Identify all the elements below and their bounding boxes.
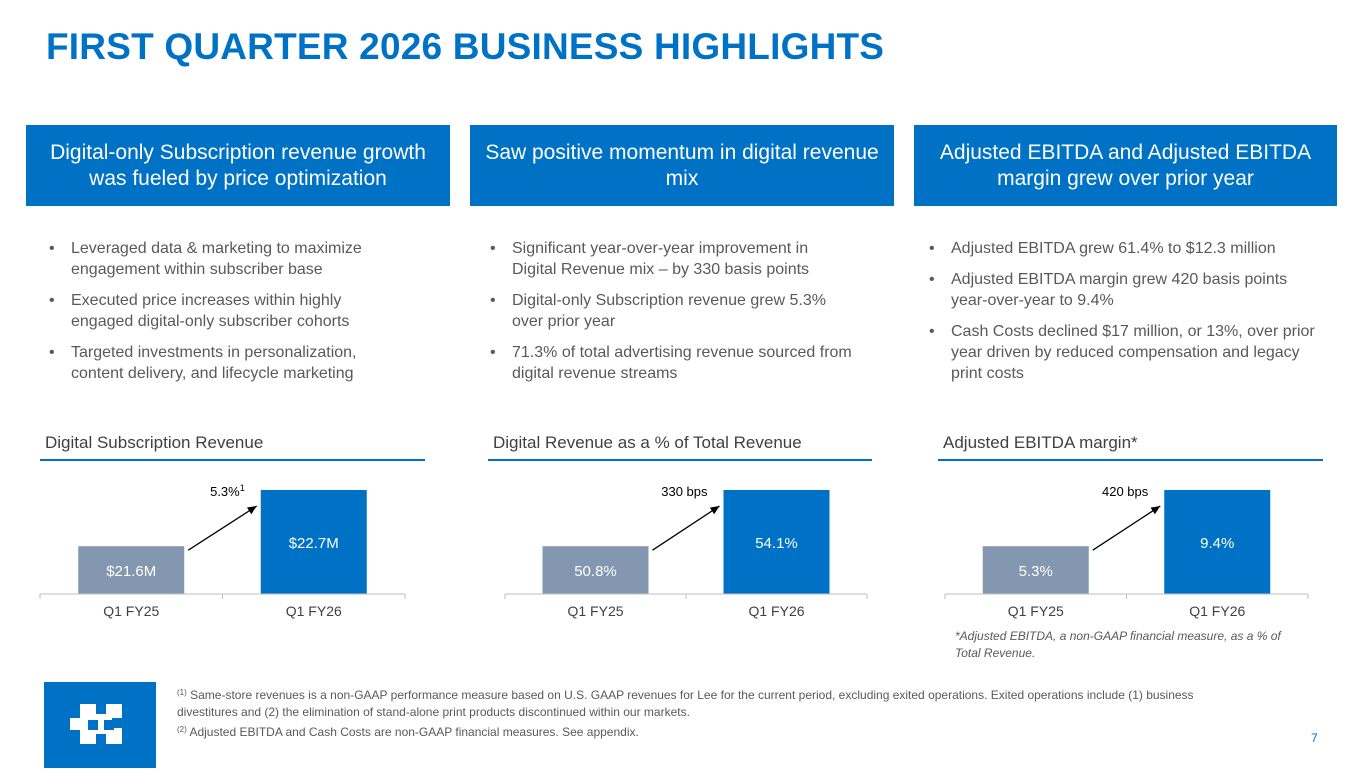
highlight-header-ebitda: Adjusted EBITDA and Adjusted EBITDA marg… (914, 125, 1337, 206)
bullet-list-digital-mix: • Significant year-over-year improvement … (486, 238, 856, 394)
bar-q1-fy26 (1164, 490, 1271, 594)
x-tick-label: Q1 FY26 (1189, 603, 1245, 619)
bar-q1-fy25 (78, 546, 185, 594)
growth-annotation: 5.3%1 (210, 483, 245, 499)
growth-arrow-line (187, 505, 258, 551)
growth-annotation: 330 bps (661, 484, 708, 499)
chart-title-rule (938, 459, 1323, 461)
highlight-header-digital-mix: Saw positive momentum in digital revenue… (470, 125, 894, 206)
bar-value-label: 54.1% (755, 535, 798, 552)
x-tick-label: Q1 FY26 (286, 603, 342, 619)
bar-q1-fy26 (723, 490, 830, 594)
growth-annotation-footnote-marker: 1 (240, 483, 245, 493)
bar-value-label: 50.8% (574, 563, 617, 580)
highlight-header-subscription: Digital-only Subscription revenue growth… (26, 125, 450, 206)
list-item: • Adjusted EBITDA margin grew 420 basis p… (929, 271, 1288, 309)
page-title: FIRST QUARTER 2026 BUSINESS HIGHLIGHTS (46, 26, 885, 67)
x-tick-label: Q1 FY25 (1008, 603, 1064, 619)
list-item: • Cash Costs declined $17 million, or 13%… (929, 323, 1315, 382)
list-item: • Targeted investments in personalization… (49, 344, 357, 382)
bar-q1-fy25 (982, 546, 1089, 594)
list-item: • Leveraged data & marketing to maximize … (49, 240, 362, 278)
x-tick-label: Q1 FY25 (567, 603, 623, 619)
chart-title-ebitda: Adjusted EBITDA margin* (943, 433, 1138, 452)
chart-title-digital-mix: Digital Revenue as a % of Total Revenue (493, 433, 802, 452)
list-item: • 71.3% of total advertising revenue sour… (490, 344, 852, 382)
page-number: 7 (1311, 731, 1318, 745)
bar-chart-ebitda: 5.3% Q1 FY25 9.4% Q1 FY26 420 bps (944, 484, 1309, 619)
bar-chart-subscription: $21.6M Q1 FY25 $22.7M Q1 FY26 5.3%1 (39, 483, 406, 619)
footnote-2: (2) Adjusted EBITDA and Cash Costs are n… (177, 725, 639, 739)
chart-title-rule (40, 459, 425, 461)
bullet-list-ebitda: • Adjusted EBITDA grew 61.4% to $12.3 mil… (925, 238, 1320, 394)
list-item: • Adjusted EBITDA grew 61.4% to $12.3 mil… (929, 240, 1276, 257)
list-item: • Significant year-over-year improvement … (490, 240, 810, 278)
growth-arrow-head (709, 506, 720, 515)
growth-arrow-line (652, 505, 720, 551)
bar-chart-digital-mix: 50.8% Q1 FY25 54.1% Q1 FY26 330 bps (504, 484, 868, 619)
bar-q1-fy26 (260, 490, 367, 594)
x-tick-label: Q1 FY26 (748, 603, 804, 619)
footnote-1: (1) Same-store revenues is a non-GAAP pe… (177, 688, 1194, 719)
growth-arrow-head (247, 506, 257, 515)
growth-arrow-line (1092, 505, 1161, 551)
chart-title-subscription: Digital Subscription Revenue (45, 433, 264, 452)
ebitda-footnote: *Adjusted EBITDA, a non-GAAP financial m… (955, 629, 1281, 660)
bar-value-label: 9.4% (1200, 535, 1234, 552)
footnotes: (1) Same-store revenues is a non-GAAP pe… (177, 684, 1257, 741)
bar-value-label: 5.3% (1019, 563, 1053, 580)
lee-logo-mark-icon (70, 704, 122, 744)
list-item: • Executed price increases within highly … (49, 292, 350, 330)
list-item: • Digital-only Subscription revenue grew … (490, 292, 826, 330)
growth-arrow-head (1150, 506, 1161, 515)
bar-q1-fy25 (542, 546, 649, 594)
lee-logo (44, 682, 156, 768)
bar-value-label: $21.6M (106, 563, 156, 580)
chart-title-rule (488, 459, 872, 461)
bar-value-label: $22.7M (289, 535, 339, 552)
x-tick-label: Q1 FY25 (103, 603, 159, 619)
growth-annotation: 420 bps (1102, 484, 1149, 499)
bullet-list-subscription: • Leveraged data & marketing to maximize … (45, 238, 405, 394)
